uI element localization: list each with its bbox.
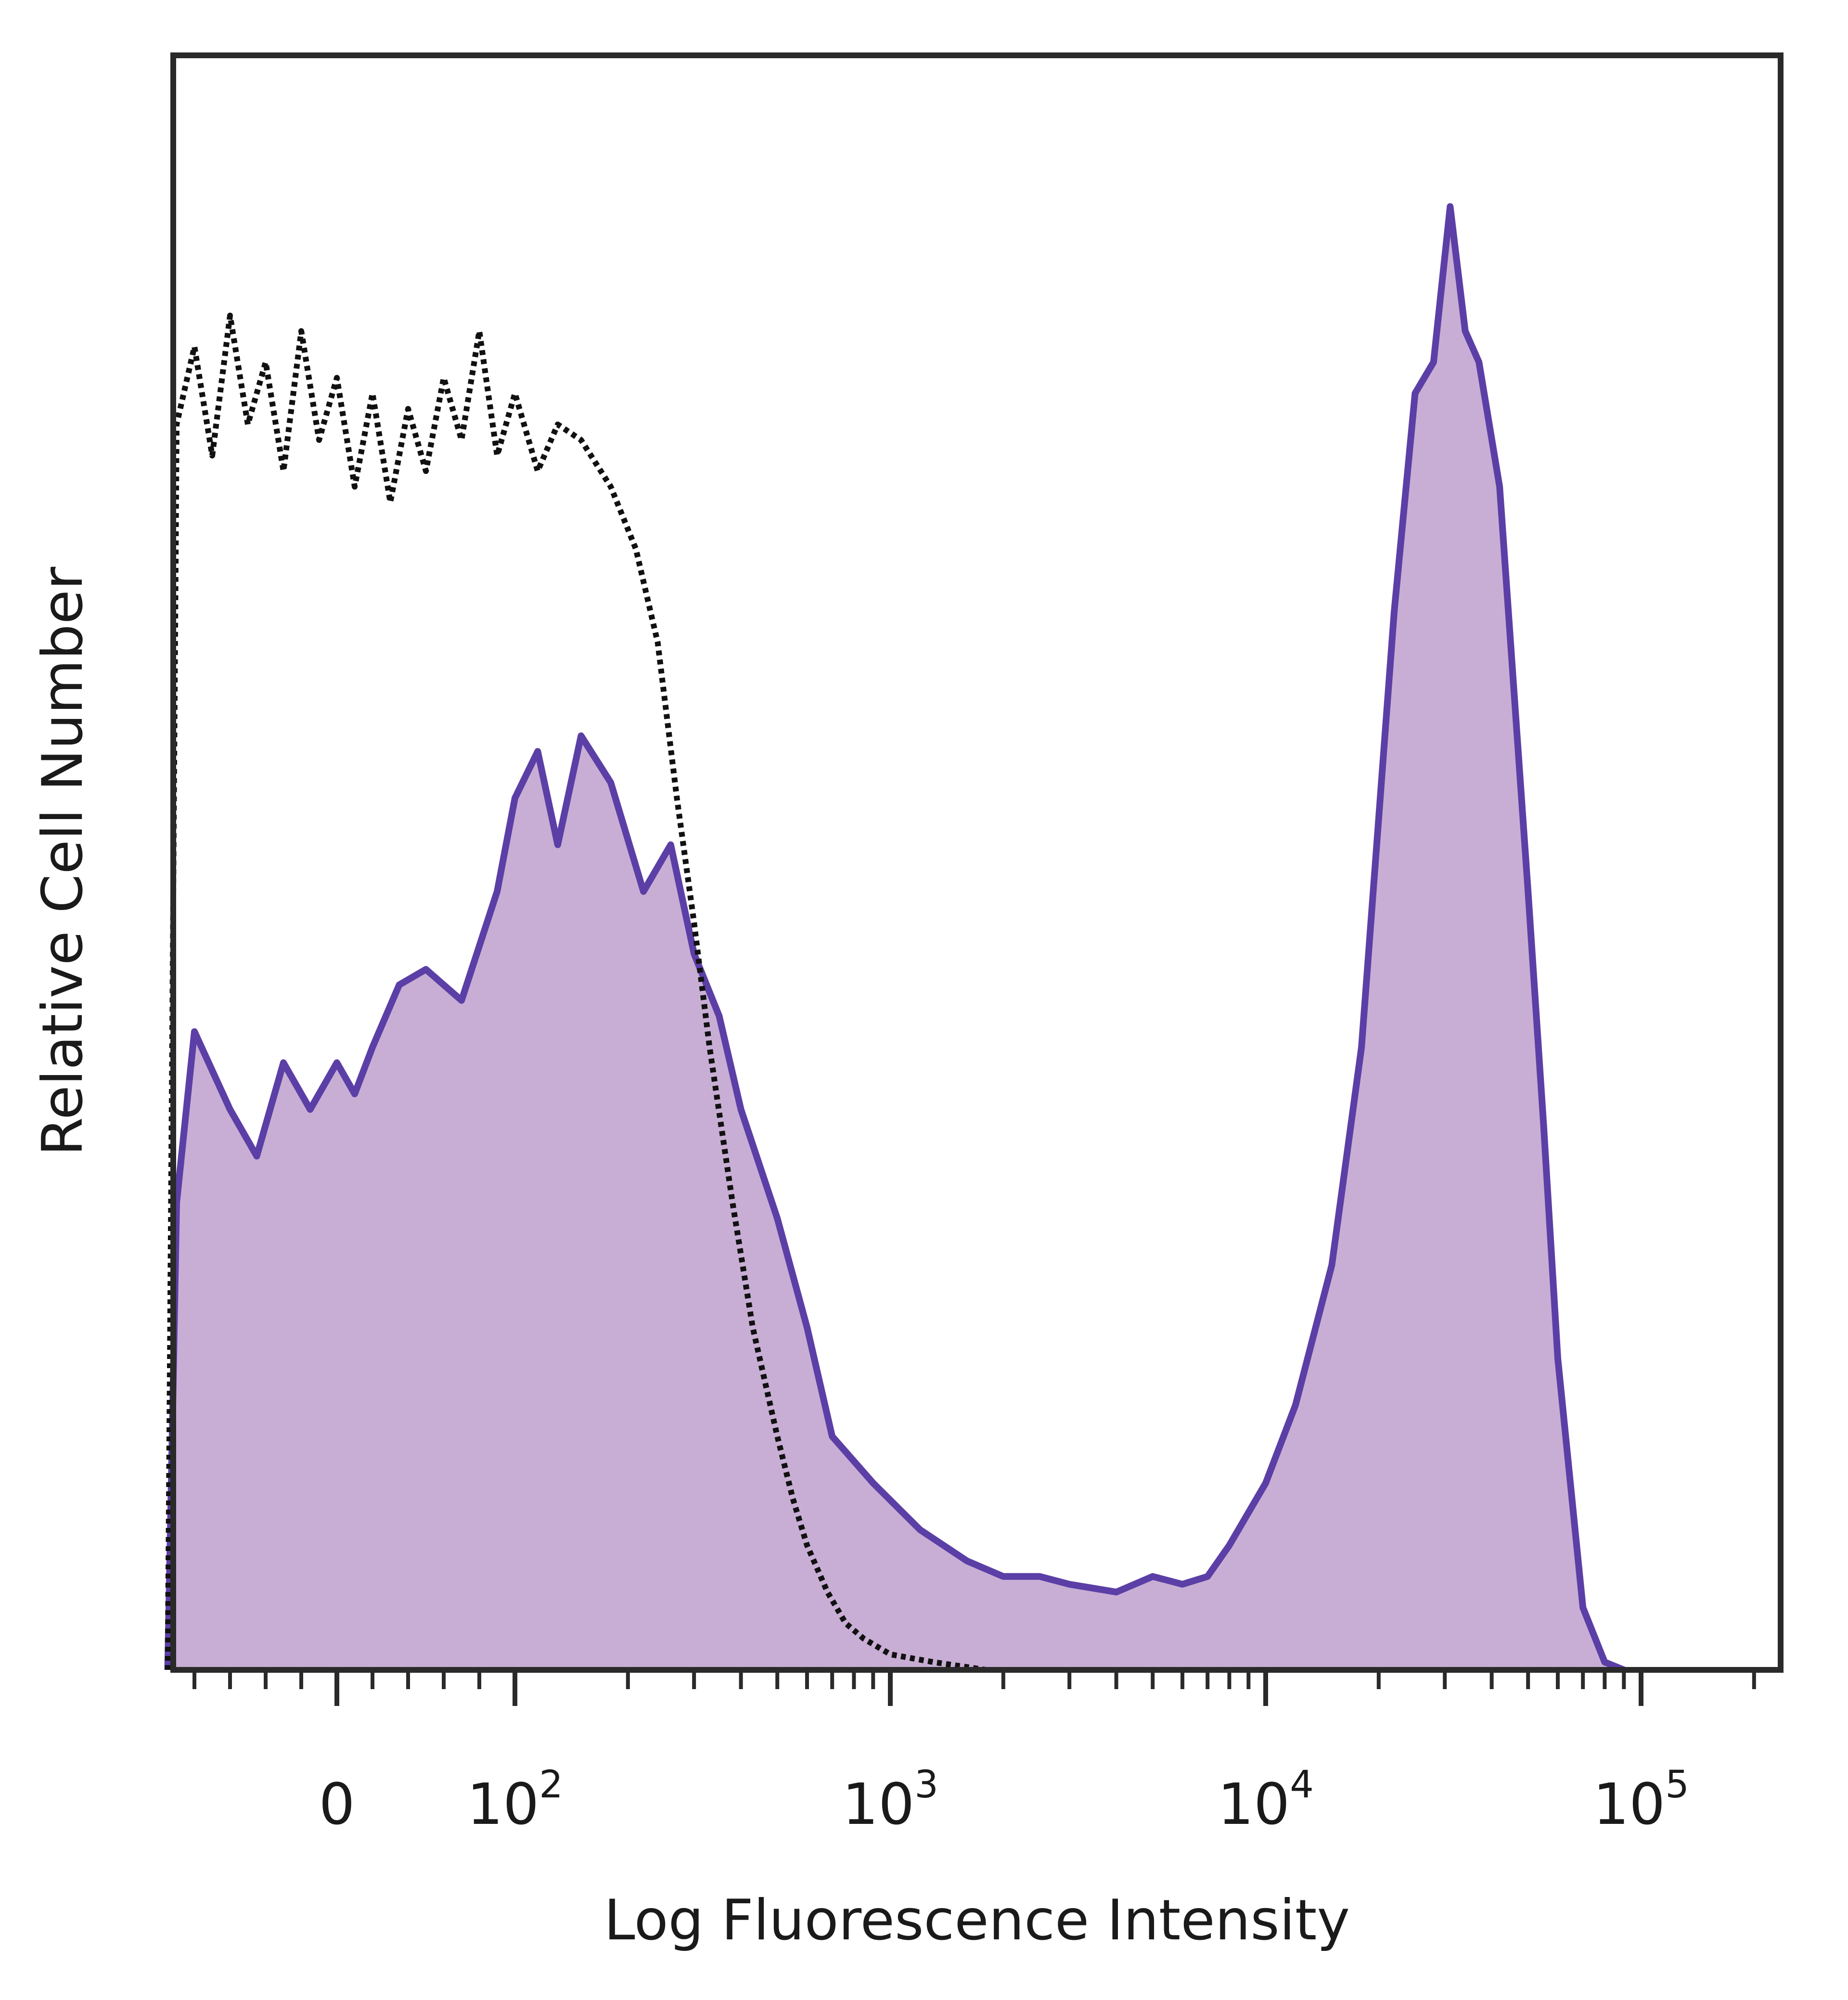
series-0-line [164,203,1625,1673]
series-0-area [167,206,1624,1670]
plot-frame [170,52,1784,1673]
x-tick-label: 104 [1218,1763,1314,1837]
x-axis-ticks [192,1670,1756,1706]
x-axis-tick-labels: 0 102 103 104 105 [319,1763,1689,1837]
x-tick-label: 102 [467,1763,563,1837]
series-layer [164,203,1625,1673]
y-axis-title: Relative Cell Number [30,567,95,1156]
x-tick-label: 0 [319,1771,355,1837]
x-axis-title: Log Fluorescence Intensity [604,1888,1350,1953]
x-tick-label: 105 [1593,1763,1689,1837]
x-tick-label: 103 [842,1763,938,1837]
